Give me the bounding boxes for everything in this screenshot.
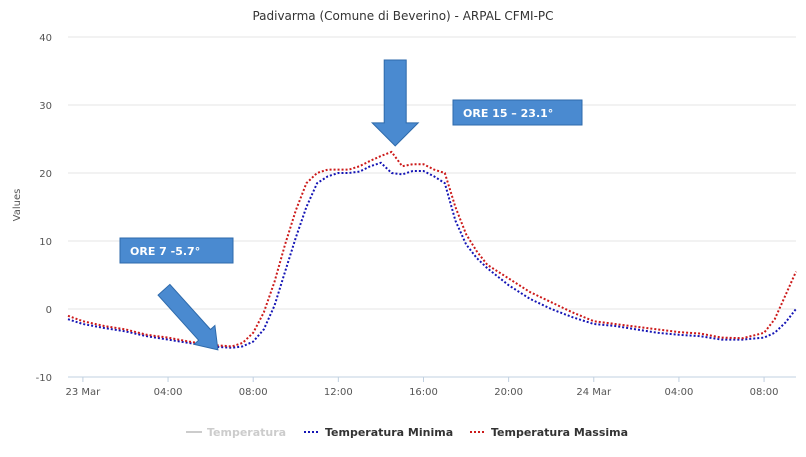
legend-item-0[interactable]: Temperatura — [186, 426, 286, 439]
y-tick-label: 40 — [39, 33, 52, 44]
y-axis-label: Values — [12, 189, 23, 222]
legend-label: Temperatura Massima — [491, 426, 628, 439]
x-tick-label: 08:00 — [750, 387, 779, 398]
legend-label: Temperatura Minima — [325, 426, 453, 439]
annotation-arrow-min — [157, 283, 219, 351]
grid-lines — [68, 36, 796, 378]
y-axis-ticks: -10 0 10 20 30 40 — [36, 33, 52, 384]
legend-item-2[interactable]: Temperatura Massima — [470, 426, 628, 439]
x-tick-label: 08:00 — [239, 387, 268, 398]
x-tick-label: 20:00 — [494, 387, 523, 398]
annotation-box-min — [119, 237, 234, 264]
annotations: ORE 7 -5.7° ORE 15 – 23.1° — [119, 59, 583, 351]
annotation-text-min: ORE 7 -5.7° — [130, 245, 200, 258]
chart-title: Padivarma (Comune di Beverino) - ARPAL C… — [252, 9, 553, 23]
y-tick-label: -10 — [36, 373, 52, 384]
y-tick-label: 0 — [46, 305, 52, 316]
y-tick-label: 10 — [39, 237, 52, 248]
legend-item-1[interactable]: Temperatura Minima — [304, 426, 453, 439]
annotation-box-max — [452, 99, 583, 126]
x-tick-label: 04:00 — [665, 387, 694, 398]
annotation-arrow-max — [370, 59, 420, 147]
x-axis-ticks: 23 Mar 04:00 08:00 12:00 16:00 20:00 24 Mar 04:… — [66, 377, 779, 398]
x-tick-label: 12:00 — [324, 387, 353, 398]
y-tick-label: 30 — [39, 101, 52, 112]
x-tick-label: 23 Mar — [66, 387, 102, 398]
x-tick-label: 16:00 — [409, 387, 438, 398]
x-tick-label: 24 Mar — [576, 387, 612, 398]
x-tick-label: 04:00 — [154, 387, 183, 398]
y-tick-label: 20 — [39, 169, 52, 180]
legend[interactable]: Temperatura Temperatura Minima Temperatura… — [186, 426, 628, 439]
legend-label: Temperatura — [207, 426, 286, 439]
annotation-text-max: ORE 15 – 23.1° — [463, 107, 553, 120]
